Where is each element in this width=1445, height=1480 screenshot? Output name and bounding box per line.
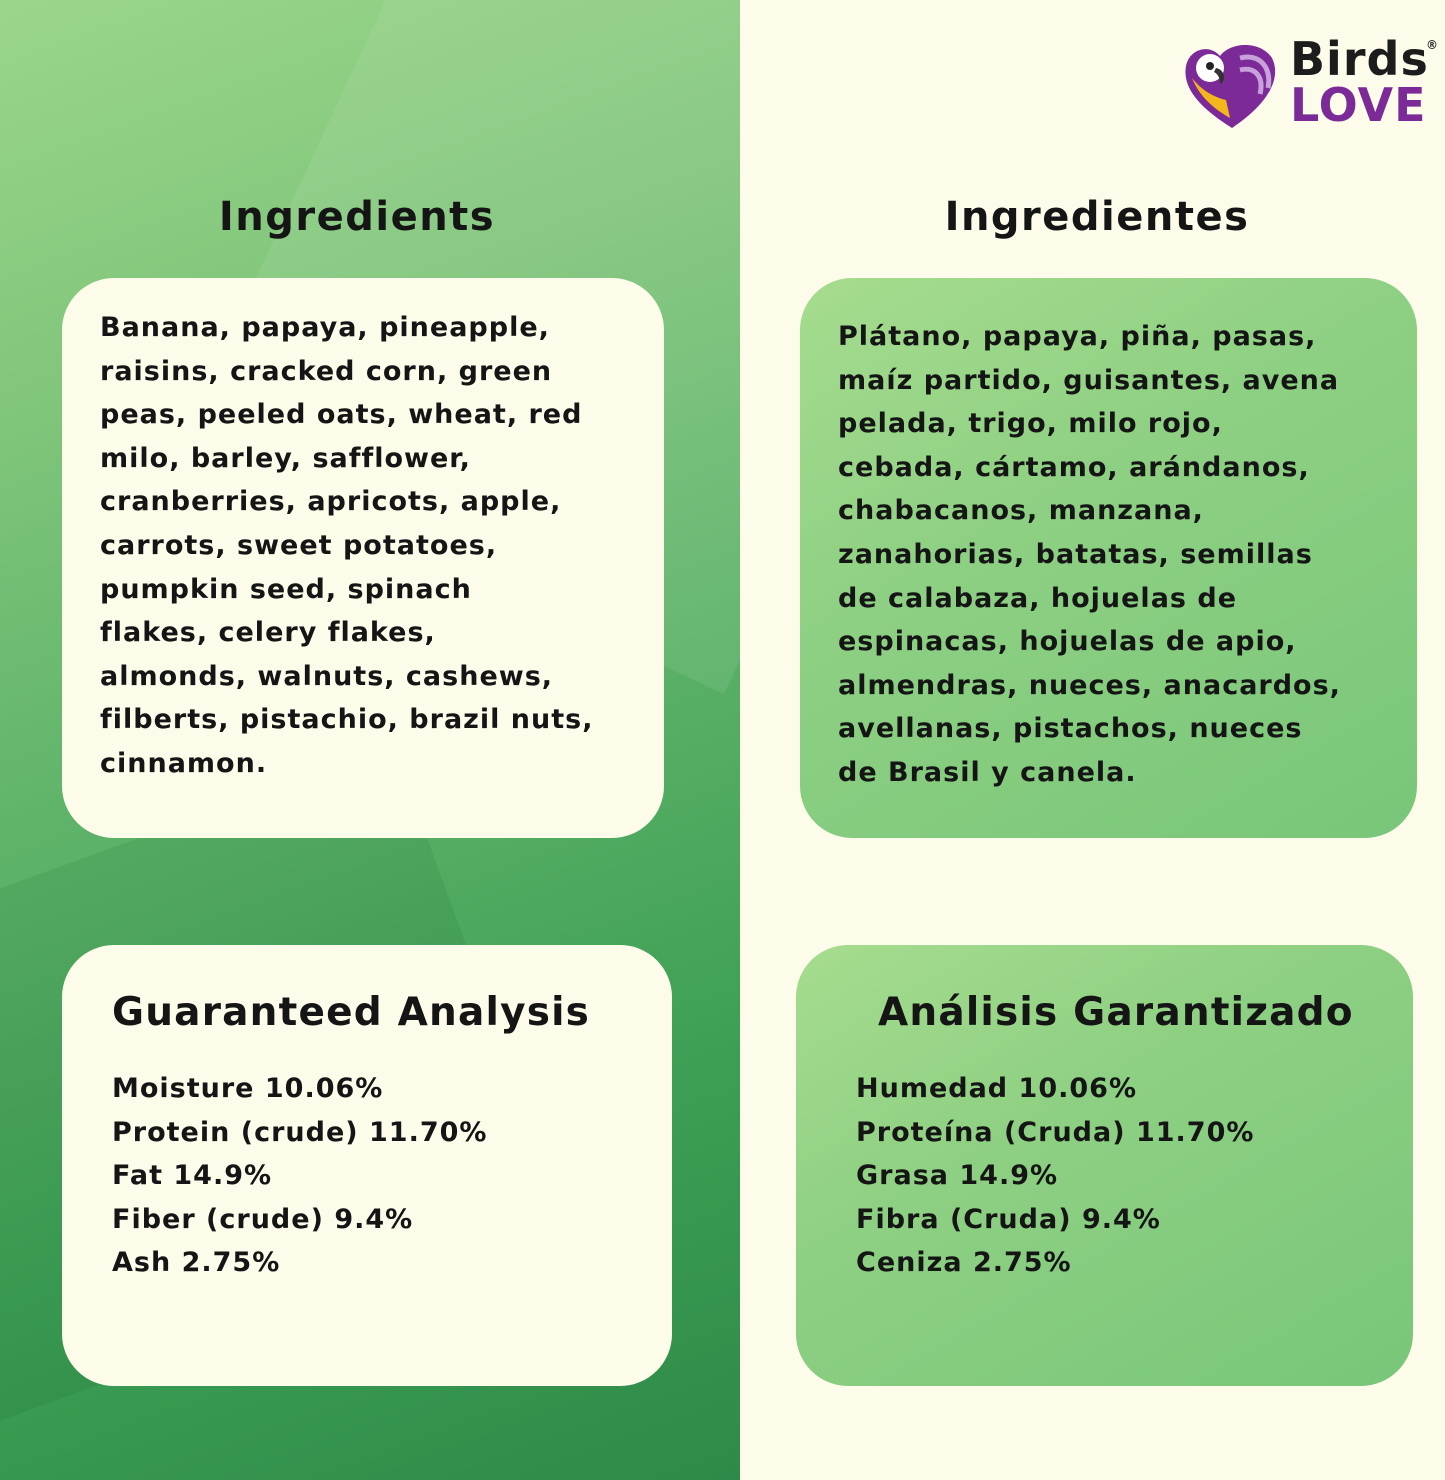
ingredient-line: pumpkin seed, spinach <box>100 573 472 605</box>
analysis-line: Moisture 10.06% <box>112 1073 384 1104</box>
ingredient-line: almonds, walnuts, cashews, <box>100 660 554 692</box>
ingredient-line: raisins, cracked corn, green <box>100 355 553 387</box>
guaranteed-analysis-title: Guaranteed Analysis <box>112 990 591 1035</box>
analysis-list: Moisture 10.06% Protein (crude) 11.70% Fat… <box>112 1067 487 1285</box>
brand-name-love: LOVE <box>1290 78 1427 132</box>
analysis-line: Fibra (Cruda) 9.4% <box>856 1203 1161 1235</box>
analisis-list: Humedad 10.06% Proteína (Cruda) 11.70% Gra… <box>856 1067 1254 1285</box>
analysis-line: Humedad 10.06% <box>856 1073 1137 1104</box>
analisis-garantizado-card: Análisis Garantizado Humedad 10.06% Prote… <box>796 945 1413 1386</box>
ingredient-line: flakes, celery flakes, <box>100 617 436 649</box>
ingredient-line: avellanas, pistachos, nueces <box>838 713 1303 745</box>
brand-name-birds: Birds <box>1290 32 1429 86</box>
ingredient-line: peas, peeled oats, wheat, red <box>100 399 583 431</box>
guaranteed-analysis-card: Guaranteed Analysis Moisture 10.06% Prote… <box>62 945 672 1386</box>
analysis-line: Ceniza 2.75% <box>856 1247 1072 1279</box>
ingredient-line: cebada, cártamo, arándanos, <box>838 451 1310 483</box>
ingredient-line: carrots, sweet potatoes, <box>100 529 498 561</box>
ingredient-line: chabacanos, manzana, <box>838 495 1204 527</box>
ingredient-line: espinacas, hojuelas de apio, <box>838 626 1297 658</box>
analysis-line: Proteína (Cruda) 11.70% <box>856 1116 1255 1148</box>
ingredients-card: Banana, papaya, pineapple, raisins, crack… <box>62 278 664 838</box>
analysis-line: Protein (crude) 11.70% <box>112 1116 488 1148</box>
analysis-line: Fat 14.9% <box>112 1160 273 1192</box>
ingredient-line: pelada, trigo, milo rojo, <box>838 408 1223 440</box>
ingredientes-card: Plátano, papaya, piña, pasas, maíz partid… <box>800 278 1417 838</box>
analysis-line: Fiber (crude) 9.4% <box>112 1203 414 1235</box>
ingredient-line: de Brasil y canela. <box>838 756 1137 788</box>
ingredient-line: cinnamon. <box>100 747 268 779</box>
ingredient-line: de calabaza, hojuelas de <box>838 582 1238 614</box>
ingredient-line: Banana, papaya, pineapple, <box>100 312 550 343</box>
analysis-line: Ash 2.75% <box>112 1247 281 1279</box>
brand-logo: Birds LOVE ® <box>1180 32 1440 133</box>
analysis-line: Grasa 14.9% <box>856 1160 1059 1192</box>
ingredient-line: milo, barley, safflower, <box>100 442 471 474</box>
ingredientes-heading: Ingredientes <box>944 194 1250 240</box>
ingredient-line: maíz partido, guisantes, avena <box>838 364 1340 396</box>
ingredient-line: filberts, pistachio, brazil nuts, <box>100 704 594 736</box>
ingredient-line: almendras, nueces, anacardos, <box>838 669 1341 701</box>
ingredient-line: zanahorias, batatas, semillas <box>838 538 1313 570</box>
ingredient-line: Plátano, papaya, piña, pasas, <box>838 321 1317 352</box>
analisis-garantizado-title: Análisis Garantizado <box>878 990 1354 1035</box>
ingredients-heading: Ingredients <box>218 194 496 240</box>
registered-mark: ® <box>1426 38 1438 52</box>
ingredientes-list: Plátano, papaya, piña, pasas, maíz partid… <box>838 315 1341 795</box>
ingredients-list: Banana, papaya, pineapple, raisins, crack… <box>100 306 593 786</box>
parrot-heart-icon <box>1185 45 1276 128</box>
ingredient-line: cranberries, apricots, apple, <box>100 486 562 518</box>
